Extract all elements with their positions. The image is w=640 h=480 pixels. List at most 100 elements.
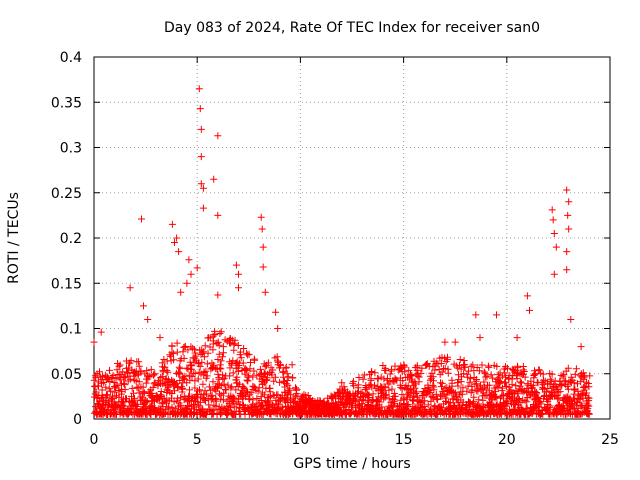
data-point bbox=[150, 371, 158, 379]
data-point bbox=[487, 371, 495, 379]
data-point bbox=[187, 270, 195, 278]
data-point bbox=[113, 381, 121, 389]
data-point bbox=[339, 393, 347, 400]
data-point bbox=[485, 363, 493, 371]
data-point bbox=[241, 370, 249, 378]
data-point bbox=[458, 390, 466, 398]
data-point bbox=[300, 391, 308, 399]
x-tick-label: 10 bbox=[291, 432, 309, 448]
data-point bbox=[247, 359, 254, 366]
data-point bbox=[565, 409, 573, 417]
data-point bbox=[283, 370, 291, 378]
data-point bbox=[130, 396, 138, 404]
data-point bbox=[550, 387, 558, 395]
data-point bbox=[126, 284, 134, 292]
data-point bbox=[264, 359, 272, 367]
x-tick-label: 20 bbox=[498, 432, 516, 448]
data-point bbox=[216, 330, 224, 337]
data-point bbox=[442, 394, 450, 402]
data-point bbox=[513, 334, 521, 342]
data-point bbox=[121, 373, 129, 381]
data-point bbox=[199, 380, 207, 388]
y-tick-label: 0.4 bbox=[60, 50, 82, 66]
data-point bbox=[169, 350, 177, 358]
data-point bbox=[247, 389, 255, 397]
data-point bbox=[438, 404, 446, 412]
data-point bbox=[237, 354, 245, 362]
data-point bbox=[564, 364, 572, 372]
data-point bbox=[444, 355, 451, 363]
data-point bbox=[443, 391, 451, 399]
data-point bbox=[456, 356, 464, 363]
data-point bbox=[139, 383, 147, 391]
data-point bbox=[535, 366, 543, 374]
data-point bbox=[227, 384, 235, 392]
data-point bbox=[245, 395, 253, 403]
data-point bbox=[550, 270, 558, 278]
data-point bbox=[164, 368, 172, 376]
data-point bbox=[413, 388, 421, 396]
data-point bbox=[389, 401, 397, 409]
data-point bbox=[245, 372, 253, 380]
data-point bbox=[259, 263, 267, 271]
data-point bbox=[183, 279, 191, 287]
data-point bbox=[529, 381, 537, 389]
data-point bbox=[286, 385, 294, 393]
data-point bbox=[231, 336, 239, 344]
data-point bbox=[246, 365, 254, 373]
data-point bbox=[407, 372, 415, 380]
data-point bbox=[205, 383, 213, 391]
x-axis-label: GPS time / hours bbox=[293, 456, 410, 472]
data-point bbox=[185, 256, 193, 264]
data-point bbox=[239, 359, 247, 367]
data-point bbox=[122, 395, 129, 403]
data-point bbox=[209, 378, 217, 386]
data-point bbox=[537, 400, 545, 408]
data-point bbox=[469, 361, 477, 369]
data-point bbox=[539, 385, 546, 393]
data-point bbox=[135, 358, 143, 366]
data-point bbox=[405, 366, 413, 374]
data-point bbox=[391, 375, 399, 383]
data-point bbox=[219, 396, 227, 404]
data-point bbox=[214, 211, 222, 219]
data-point bbox=[433, 395, 441, 403]
data-point bbox=[201, 342, 209, 350]
data-point bbox=[191, 377, 199, 385]
data-point bbox=[396, 402, 403, 410]
data-point bbox=[97, 328, 105, 336]
data-point bbox=[168, 403, 176, 411]
plot-frame bbox=[93, 56, 611, 420]
data-point bbox=[429, 382, 437, 390]
data-point bbox=[518, 379, 525, 387]
data-point bbox=[257, 213, 265, 221]
data-point bbox=[127, 357, 135, 365]
data-point bbox=[274, 400, 282, 408]
data-point bbox=[581, 384, 589, 392]
data-point bbox=[168, 342, 176, 350]
data-point bbox=[584, 401, 592, 409]
data-point bbox=[277, 361, 284, 369]
data-point bbox=[382, 391, 390, 399]
data-point bbox=[236, 351, 244, 359]
data-point bbox=[464, 373, 472, 381]
data-point bbox=[437, 392, 444, 400]
data-point bbox=[203, 372, 211, 380]
data-point bbox=[478, 361, 486, 369]
data-point bbox=[480, 368, 488, 376]
data-point bbox=[191, 346, 198, 354]
data-point bbox=[488, 389, 496, 397]
data-point bbox=[259, 243, 267, 251]
data-point bbox=[427, 397, 435, 405]
data-point bbox=[526, 306, 533, 314]
data-point bbox=[219, 343, 227, 351]
data-point bbox=[240, 385, 248, 392]
data-point bbox=[550, 230, 558, 237]
data-point bbox=[263, 374, 271, 382]
data-point bbox=[149, 384, 157, 392]
data-point bbox=[186, 376, 194, 384]
data-point bbox=[459, 384, 467, 392]
data-point bbox=[203, 390, 210, 398]
data-point bbox=[418, 364, 426, 372]
data-point bbox=[179, 348, 187, 356]
